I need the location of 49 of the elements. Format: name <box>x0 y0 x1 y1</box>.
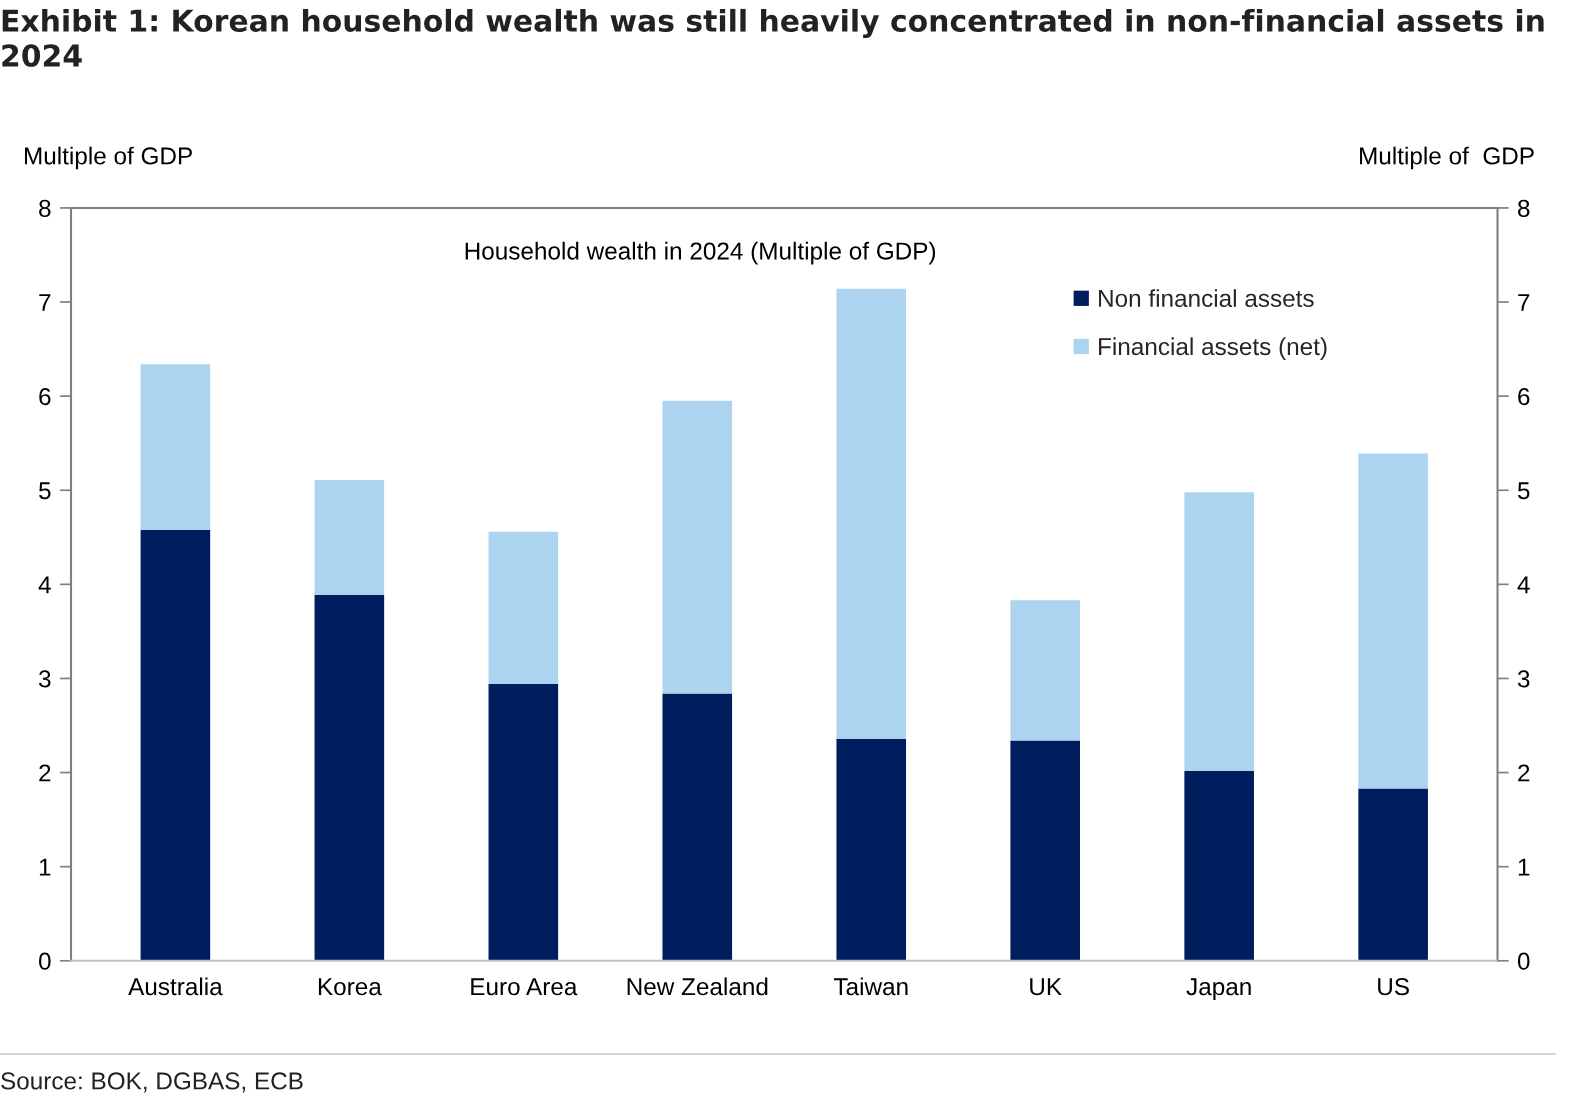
bar <box>1358 453 1428 789</box>
bar <box>662 693 733 961</box>
legend-label: Non financial assets <box>1099 289 1314 308</box>
bar <box>1010 740 1081 961</box>
y2-tick-label: 5 <box>1517 482 1530 500</box>
y-tick-label: 0 <box>39 952 51 970</box>
y-tick-label: 2 <box>39 764 51 782</box>
x-tick-label: Japan <box>1186 978 1251 1001</box>
x-tick-label: US <box>1378 978 1409 996</box>
bar <box>1358 788 1428 961</box>
chart-title: Exhibit 1: Korean household wealth was still heavily concentrated in non-financial assets in 2024 <box>2 8 1544 67</box>
y-axis-title: Multiple of GDP <box>24 146 192 170</box>
bar <box>1184 492 1254 771</box>
bar <box>140 364 211 530</box>
y2-tick-label: 1 <box>1518 858 1530 876</box>
y-tick-label: 8 <box>39 199 51 217</box>
y-tick-label: 7 <box>39 294 51 311</box>
bar <box>662 400 733 694</box>
x-tick-label: Korea <box>318 978 382 996</box>
y2-tick-label: 0 <box>1517 952 1530 970</box>
source-note: Source: BOK, DGBAS, ECB <box>1 1072 303 1093</box>
bar <box>1184 770 1254 961</box>
y2-tick-label: 7 <box>1518 294 1530 311</box>
text: Household wealth in 2024 (Multiple of GDP) <box>465 241 936 265</box>
x-tick-label: New Zealand <box>627 977 768 996</box>
bar <box>1010 600 1081 741</box>
y-tick-label: 5 <box>39 482 51 500</box>
bar <box>836 738 907 961</box>
y-tick-label: 4 <box>38 576 51 594</box>
bar <box>314 479 385 595</box>
x-tick-label: UK <box>1030 978 1062 996</box>
x-tick-label: Taiwan <box>833 977 908 996</box>
bar <box>488 684 559 961</box>
y2-tick-label: 6 <box>1518 387 1530 406</box>
y2-tick-label: 4 <box>1517 576 1530 594</box>
y-tick-label: 1 <box>39 858 51 876</box>
y2-axis-title: Multiple of GDP <box>1360 146 1534 170</box>
x-tick-label: Australia <box>128 977 223 996</box>
y2-tick-label: 8 <box>1518 199 1530 217</box>
y-tick-label: 6 <box>39 387 51 406</box>
bar <box>488 531 559 685</box>
y2-tick-label: 2 <box>1518 764 1530 782</box>
bar <box>314 594 385 961</box>
bar <box>140 529 211 961</box>
x-tick-label: Euro Area <box>471 978 578 996</box>
y-tick-label: 3 <box>38 670 51 688</box>
legend-label: Financial assets (net) <box>1099 337 1327 361</box>
bar <box>836 288 907 739</box>
y2-tick-label: 3 <box>1517 670 1530 688</box>
